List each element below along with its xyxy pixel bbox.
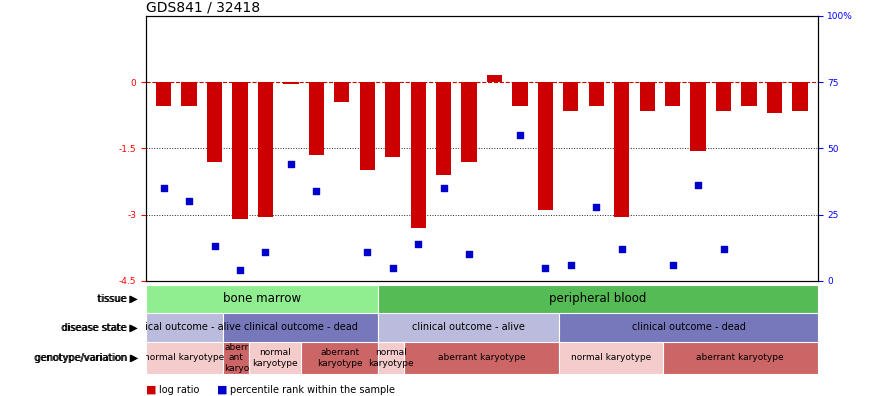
Bar (665, 82, 681, 107)
Point (513, 132, 527, 138)
Point (538, 265, 552, 271)
Point (208, 243, 222, 249)
Bar (360, 82, 375, 170)
Bar (766, 82, 782, 113)
Bar (378, 313, 560, 342)
Text: tissue ▶: tissue ▶ (98, 294, 138, 304)
Text: aberrant karyotype: aberrant karyotype (697, 354, 784, 362)
Text: ■: ■ (146, 385, 156, 395)
Bar (560, 342, 663, 374)
Bar (537, 82, 553, 210)
Bar (301, 342, 378, 374)
Bar (589, 82, 604, 107)
Text: ■: ■ (217, 385, 227, 395)
Bar (146, 285, 378, 313)
Point (309, 188, 324, 194)
Bar (146, 342, 224, 374)
Bar (792, 82, 807, 111)
Bar (385, 82, 400, 157)
Bar (614, 82, 629, 217)
Bar (258, 82, 273, 217)
Point (233, 267, 248, 273)
Point (284, 161, 298, 168)
Text: normal karyotype: normal karyotype (144, 354, 225, 362)
Text: genotype/variation ▶: genotype/variation ▶ (34, 353, 138, 363)
Point (590, 204, 604, 210)
Text: disease state ▶: disease state ▶ (61, 322, 137, 333)
Point (360, 248, 374, 255)
Bar (404, 342, 560, 374)
Bar (513, 82, 528, 107)
Bar (742, 82, 757, 107)
Bar (224, 342, 249, 374)
Bar (487, 76, 502, 82)
Bar (334, 82, 349, 102)
Text: aberrant karyotype: aberrant karyotype (438, 354, 526, 362)
Bar (461, 82, 476, 162)
Bar (639, 82, 655, 111)
Bar (663, 342, 818, 374)
Bar (716, 82, 731, 111)
Bar (436, 82, 451, 175)
Bar (283, 82, 299, 84)
Bar (690, 82, 705, 150)
Bar (410, 82, 426, 228)
Text: disease state ▶: disease state ▶ (63, 322, 138, 333)
Bar (378, 285, 818, 313)
Text: log ratio: log ratio (159, 385, 200, 395)
Bar (563, 82, 578, 111)
Bar (309, 82, 324, 155)
Text: aberrant
karyotype: aberrant karyotype (316, 348, 362, 367)
Text: clinical outcome - alive: clinical outcome - alive (128, 322, 241, 333)
Point (411, 240, 425, 247)
Text: normal
karyotype: normal karyotype (252, 348, 298, 367)
Text: genotype/variation ▶: genotype/variation ▶ (34, 353, 137, 363)
Point (258, 248, 272, 255)
Point (437, 185, 451, 191)
Point (182, 198, 196, 204)
Point (666, 262, 680, 268)
Point (156, 185, 171, 191)
Bar (378, 342, 404, 374)
Point (716, 246, 730, 252)
Bar (232, 82, 248, 219)
Point (385, 265, 400, 271)
Point (614, 246, 629, 252)
Text: tissue ▶: tissue ▶ (97, 294, 137, 304)
Text: normal karyotype: normal karyotype (571, 354, 652, 362)
Bar (249, 342, 301, 374)
Text: bone marrow: bone marrow (223, 293, 301, 305)
Text: peripheral blood: peripheral blood (549, 293, 647, 305)
Bar (146, 313, 224, 342)
Text: clinical outcome - alive: clinical outcome - alive (413, 322, 525, 333)
Point (691, 182, 705, 188)
Bar (207, 82, 222, 162)
Text: aberr
ant
karyo: aberr ant karyo (224, 343, 249, 373)
Bar (560, 313, 818, 342)
Text: normal
karyotype: normal karyotype (369, 348, 414, 367)
Point (462, 251, 476, 257)
Text: percentile rank within the sample: percentile rank within the sample (230, 385, 395, 395)
Point (564, 262, 578, 268)
Text: GDS841 / 32418: GDS841 / 32418 (146, 1, 260, 15)
Bar (224, 313, 378, 342)
Bar (181, 82, 197, 107)
Text: clinical outcome - dead: clinical outcome - dead (631, 322, 745, 333)
Text: clinical outcome - dead: clinical outcome - dead (244, 322, 358, 333)
Bar (156, 82, 171, 107)
